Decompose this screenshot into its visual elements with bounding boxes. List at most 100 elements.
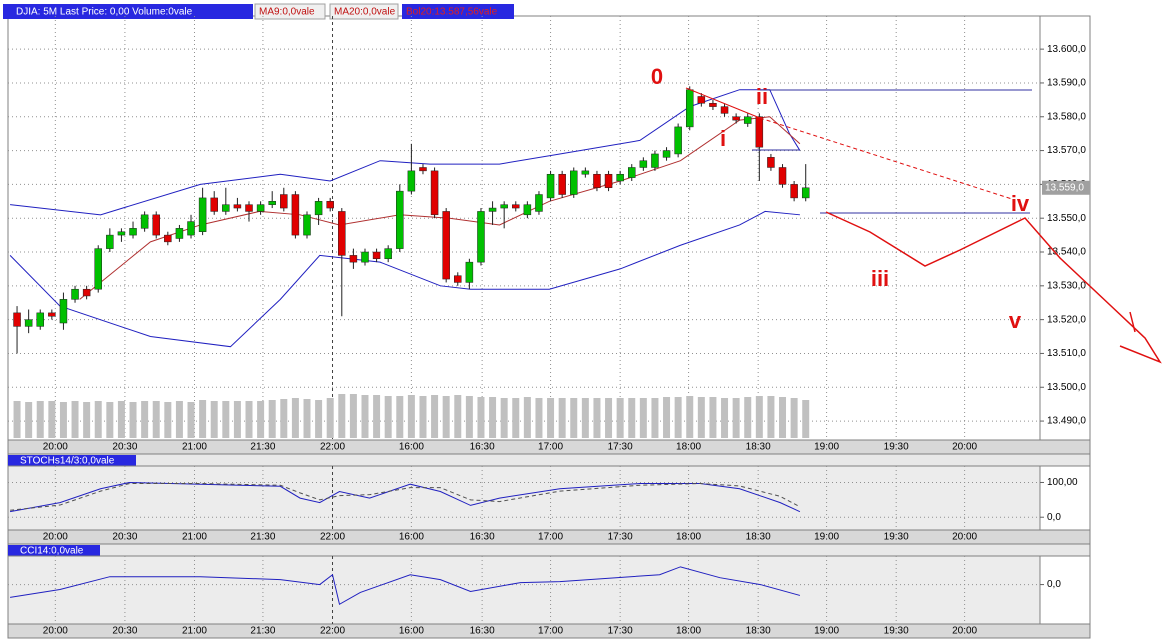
y-tick-label: 13.510,0 [1047,348,1086,359]
volume-bar [349,394,357,438]
x-tick-label: 20:30 [112,442,137,453]
main-panel [7,15,1041,441]
wave-label: i [720,126,726,151]
candle-body [477,211,485,263]
candle-body [164,234,172,243]
volume-bar [222,401,230,438]
candle-body [627,167,636,178]
volume-bar [303,399,311,438]
y-tick-label: 13.500,0 [1047,382,1086,393]
x-tick-label: 19:00 [814,532,839,543]
candle-body [778,167,787,185]
volume-bar [291,398,299,438]
y-tick-label: 13.530,0 [1047,280,1086,291]
volume-bar [338,394,346,438]
volume-bar [280,399,288,438]
last-price-label: 13.559,0 [1045,182,1084,193]
forecast-drawing [685,87,1162,364]
candle-body [488,207,497,212]
candle-body [755,116,764,148]
candle-body [523,204,532,216]
x-tick-label: 16:00 [399,626,424,637]
trend-line [685,87,761,119]
y-tick-label: 100,00 [1047,477,1078,488]
x-tick-label: 19:30 [884,626,909,637]
x-tick-label: 17:30 [608,532,633,543]
candle-body [314,201,323,216]
x-tick-label: 20:30 [112,532,137,543]
x-tick-label: 22:00 [320,532,345,543]
volume-bar [59,402,67,438]
volume-bar [767,396,775,438]
panel-header [7,543,1091,557]
candle-body [720,106,729,114]
indicator-line [9,210,800,348]
panel-header [7,453,1091,467]
volume-bar [245,401,253,438]
candle-body [233,204,242,209]
x-tick-label: 19:00 [814,442,839,453]
candle-body [36,312,44,327]
candle-body [198,197,207,232]
candle-body [685,89,694,128]
y-tick-label: 0,0 [1047,512,1061,523]
volume-bar [187,402,195,438]
x-tick-label: 21:00 [182,532,207,543]
volume-bar [605,398,613,438]
y-tick-label: 13.490,0 [1047,416,1086,427]
candle-body [396,190,404,249]
candle-body [743,116,752,124]
volume-bar [106,402,114,438]
candle-body [535,194,543,212]
x-tick-label: 21:00 [182,442,207,453]
candle-body [245,204,253,212]
volume-bar [547,398,555,438]
volume-bar [361,395,369,438]
candle-body [384,248,392,260]
volume-bar [477,397,485,438]
volume-bar [721,398,729,438]
volume-bar [326,398,334,438]
x-tick-label: 19:30 [884,442,909,453]
candle-body [117,231,126,236]
x-tick-label: 18:30 [746,532,771,543]
last-price-box [1042,180,1090,195]
candle-body [546,173,555,199]
volume-bar [802,400,810,438]
volume-bar [268,400,276,438]
volume-bar [94,401,102,438]
header-text: DJIA: 5M Last Price: 0,00 Volume:0vale [16,7,193,18]
y-tick-label: 13.590,0 [1047,78,1086,89]
panel-label: CCI14:0,0vale [20,546,84,557]
trend-line [759,117,1016,201]
candle-body [512,204,520,209]
candle-body [732,116,740,121]
volume-bar [512,398,520,438]
candle-body [175,228,184,239]
x-tick-label: 17:00 [538,532,563,543]
x-tick-label: 20:00 [952,442,977,453]
candle-body [82,288,91,297]
y-tick-label: 13.550,0 [1047,213,1086,224]
volume-bar [164,402,172,438]
volume-bar [129,402,137,438]
x-tick-label: 16:30 [470,626,495,637]
volume-bar [581,398,589,438]
panel-label-box [8,545,100,556]
volume-bar [384,396,392,438]
x-tick-label: 18:00 [676,626,701,637]
indicator-line [10,89,801,216]
candle-body [152,214,160,236]
candle-body [674,126,682,155]
candle-body [372,251,381,260]
x-tick-label: 16:00 [399,532,424,543]
volume-bar [686,396,694,438]
candle-body [581,170,590,175]
candle-body [71,288,79,300]
candle-body [697,96,706,104]
volume-bar [175,401,183,438]
x-tick-label: 18:30 [746,626,771,637]
panel-label: STOCHs14/3:0,0vale [20,456,115,467]
x-tick-label: 19:30 [884,532,909,543]
volume-bar [233,401,241,438]
